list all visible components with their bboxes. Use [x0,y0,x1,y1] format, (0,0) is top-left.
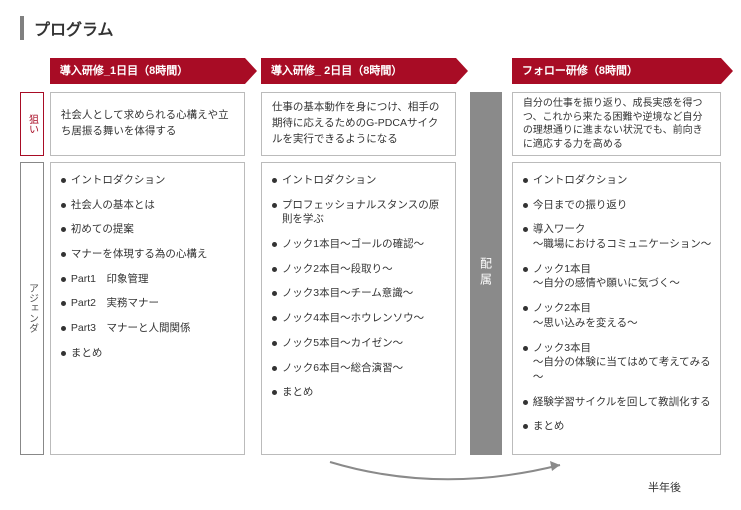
agenda-item: ノック3本目～チーム意識～ [266,286,447,301]
assignment-bar: 配属 [470,58,502,455]
agenda-day2: イントロダクションプロフェッショナルスタンスの原則を学ぶノック1本目～ゴールの確… [261,162,456,455]
column-day1: 導入研修_1日目（8時間） 社会人として求められる心構えや立ち居振る舞いを体得す… [50,58,245,455]
column-followup: フォロー研修（8時間） 自分の仕事を振り返り、成長実感を得つつ、これから来たる困… [512,58,721,455]
agenda-item: まとめ [266,385,447,400]
agenda-item: イントロダクション [517,173,712,188]
agenda-item: 今日までの振り返り [517,198,712,213]
aim-day2: 仕事の基本動作を身につけ、相手の期待に応えるためのG-PDCAサイクルを実行でき… [261,92,456,156]
header-day1: 導入研修_1日目（8時間） [50,58,245,84]
agenda-item: Part1 印象管理 [55,272,236,287]
agenda-item: ノック2本目～思い込みを変える～ [517,301,712,330]
agenda-item: 導入ワーク～職場におけるコミュニケーション～ [517,222,712,251]
row-labels: 狙い アジェンダ [20,58,44,455]
agenda-item: ノック6本目～総合演習～ [266,361,447,376]
agenda-item: ノック1本目～自分の感情や願いに気づく～ [517,262,712,291]
agenda-item: Part3 マナーと人間関係 [55,321,236,336]
footer: 半年後 [20,457,721,499]
agenda-item: 社会人の基本とは [55,198,236,213]
agenda-item: ノック4本目～ホウレンソウ～ [266,311,447,326]
page-title-wrap: プログラム [20,16,721,40]
agenda-item: Part2 実務マナー [55,296,236,311]
agenda-item: ノック5本目～カイゼン～ [266,336,447,351]
program-grid: 狙い アジェンダ 導入研修_1日目（8時間） 社会人として求められる心構えや立ち… [20,58,721,455]
agenda-item: ノック1本目～ゴールの確認～ [266,237,447,252]
agenda-item: ノック3本目～自分の体験に当てはめて考えてみる～ [517,341,712,385]
aim-followup: 自分の仕事を振り返り、成長実感を得つつ、これから来たる困難や逆境など自分の理想通… [512,92,721,156]
assignment-label: 配属 [470,92,502,455]
agenda-item: マナーを体現する為の心構え [55,247,236,262]
column-day2: 導入研修_ 2日目（8時間） 仕事の基本動作を身につけ、相手の期待に応えるための… [261,58,456,455]
footer-label: 半年後 [648,479,681,495]
agenda-followup: イントロダクション今日までの振り返り導入ワーク～職場におけるコミュニケーション～… [512,162,721,455]
aim-day1: 社会人として求められる心構えや立ち居振る舞いを体得する [50,92,245,156]
header-day2: 導入研修_ 2日目（8時間） [261,58,456,84]
agenda-item: イントロダクション [266,173,447,188]
agenda-item: 経験学習サイクルを回して教訓化する [517,395,712,410]
timeline-arrow-icon [320,457,580,497]
label-agenda: アジェンダ [20,162,44,455]
agenda-item: 初めての提案 [55,222,236,237]
agenda-item: まとめ [55,346,236,361]
agenda-item: まとめ [517,419,712,434]
label-aim: 狙い [20,92,44,156]
agenda-item: プロフェッショナルスタンスの原則を学ぶ [266,198,447,227]
page-title: プログラム [34,16,721,40]
agenda-item: イントロダクション [55,173,236,188]
header-followup: フォロー研修（8時間） [512,58,721,84]
agenda-day1: イントロダクション社会人の基本とは初めての提案マナーを体現する為の心構え Part… [50,162,245,455]
agenda-item: ノック2本目～段取り～ [266,262,447,277]
